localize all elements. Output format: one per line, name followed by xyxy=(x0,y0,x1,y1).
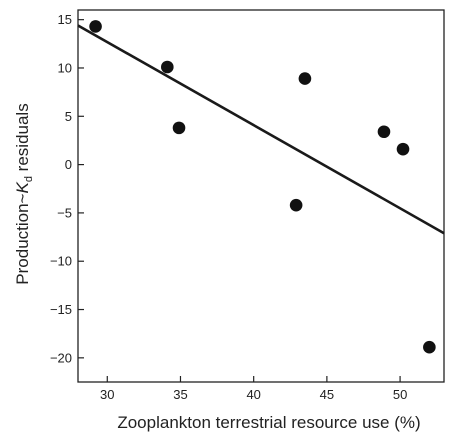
y-tick-label: −10 xyxy=(50,254,72,269)
data-point-7 xyxy=(397,143,410,156)
y-axis-title-prefix: Production~ xyxy=(13,193,32,284)
data-points xyxy=(89,20,435,353)
y-tick-label: −5 xyxy=(57,205,72,220)
data-point-5 xyxy=(299,72,312,85)
x-axis-title: Zooplankton terrestrial resource use (%) xyxy=(117,413,420,432)
x-tick-label: 30 xyxy=(100,387,114,402)
y-axis-title: Production~Kd residuals xyxy=(13,103,35,284)
data-point-6 xyxy=(378,125,391,138)
data-point-4 xyxy=(290,199,303,212)
y-axis-title-var: K xyxy=(13,182,32,194)
y-axis-ticks: 15 10 5 0 −5 −10 −15 −20 xyxy=(50,12,84,365)
data-point-8 xyxy=(423,341,436,354)
y-tick-label: 15 xyxy=(58,12,72,27)
data-point-3 xyxy=(173,122,186,135)
y-axis-title-suffix: residuals xyxy=(13,103,32,176)
plot-frame xyxy=(78,10,444,382)
x-tick-label: 50 xyxy=(393,387,407,402)
data-point-2 xyxy=(161,61,174,74)
x-axis-ticks: 30 35 40 45 50 xyxy=(100,376,407,402)
y-tick-label: 0 xyxy=(65,157,72,172)
y-tick-label: −15 xyxy=(50,302,72,317)
y-tick-label: −20 xyxy=(50,350,72,365)
x-tick-label: 40 xyxy=(246,387,260,402)
y-tick-label: 10 xyxy=(58,60,72,75)
data-point-1 xyxy=(89,20,102,33)
y-tick-label: 5 xyxy=(65,109,72,124)
x-tick-label: 45 xyxy=(320,387,334,402)
x-tick-label: 35 xyxy=(173,387,187,402)
